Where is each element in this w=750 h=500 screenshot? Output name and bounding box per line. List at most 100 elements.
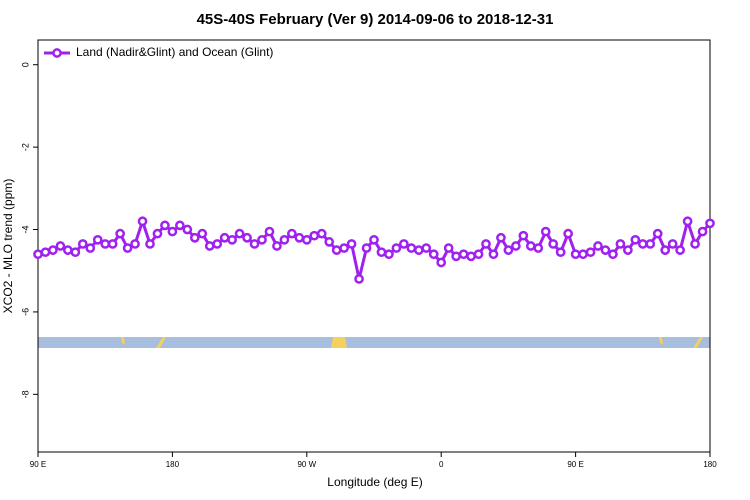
x-axis-label: Longitude (deg E) xyxy=(327,475,422,489)
point xyxy=(660,245,671,255)
point xyxy=(354,274,364,284)
point xyxy=(384,249,394,260)
point xyxy=(488,249,499,260)
point xyxy=(145,239,155,249)
point xyxy=(615,239,626,249)
point xyxy=(339,243,349,253)
legend-marker xyxy=(52,48,62,58)
point xyxy=(637,239,648,249)
point xyxy=(287,228,297,239)
land-patch xyxy=(121,337,125,345)
point xyxy=(585,247,596,258)
point xyxy=(391,243,402,253)
point xyxy=(63,245,73,255)
point xyxy=(413,245,424,255)
point xyxy=(436,257,447,268)
y-axis-label: XCO2 - MLO trend (ppm) xyxy=(1,179,15,314)
y-tick-label: -8 xyxy=(20,390,30,398)
point xyxy=(272,241,282,251)
point xyxy=(316,228,327,239)
point xyxy=(503,245,514,255)
point xyxy=(346,239,357,249)
legend-label: Land (Nadir&Glint) and Ocean (Glint) xyxy=(76,45,273,59)
point xyxy=(227,234,237,245)
point xyxy=(137,216,148,227)
point xyxy=(428,249,439,260)
point xyxy=(70,247,81,258)
x-tick-label: 180 xyxy=(703,460,717,469)
point xyxy=(257,234,267,245)
land-patch xyxy=(693,337,703,348)
point xyxy=(652,228,663,239)
point xyxy=(48,245,58,255)
point xyxy=(451,251,461,262)
y-tick-label: 0 xyxy=(20,62,30,67)
point xyxy=(212,239,223,249)
point xyxy=(33,249,43,260)
point xyxy=(645,239,656,249)
point xyxy=(667,239,678,249)
point xyxy=(600,245,611,255)
x-tick-label: 90 E xyxy=(30,460,46,469)
x-tick-label: 0 xyxy=(439,460,444,469)
point xyxy=(705,218,715,229)
point xyxy=(466,251,476,262)
plot-frame xyxy=(37,39,711,453)
point xyxy=(682,216,693,227)
point xyxy=(189,232,200,243)
point xyxy=(77,239,88,249)
chart-title: 45S-40S February (Ver 9) 2014-09-06 to 2… xyxy=(197,11,554,28)
point xyxy=(197,228,208,239)
point xyxy=(107,239,118,249)
point xyxy=(458,249,469,260)
x-tick-label: 90 E xyxy=(567,460,583,469)
y-tick-label: -4 xyxy=(20,226,30,234)
point xyxy=(473,249,484,260)
land-patch xyxy=(331,337,347,348)
point xyxy=(630,234,641,245)
point xyxy=(40,247,51,258)
point xyxy=(548,239,559,249)
point xyxy=(234,228,245,239)
point xyxy=(301,234,312,245)
point xyxy=(443,243,454,253)
point xyxy=(361,243,372,253)
point xyxy=(294,232,305,243)
point xyxy=(182,224,193,235)
point xyxy=(623,245,633,255)
point xyxy=(511,241,521,251)
point xyxy=(242,232,252,243)
point xyxy=(608,249,618,260)
land-ocean-strip xyxy=(38,337,710,348)
point xyxy=(204,241,215,251)
point xyxy=(533,243,544,253)
point xyxy=(264,226,275,237)
point xyxy=(115,228,125,239)
point xyxy=(540,226,551,237)
point xyxy=(309,230,320,241)
point xyxy=(219,232,230,243)
point xyxy=(122,243,133,253)
point xyxy=(481,239,491,249)
land-patch xyxy=(659,337,663,345)
point xyxy=(399,239,409,249)
x-tick-label: 90 W xyxy=(297,460,316,469)
point xyxy=(570,249,581,260)
point xyxy=(331,245,342,255)
point xyxy=(249,239,260,249)
point xyxy=(690,239,700,249)
point xyxy=(369,234,379,245)
point xyxy=(518,230,529,241)
point xyxy=(152,228,163,239)
point xyxy=(85,243,96,253)
point xyxy=(525,241,536,251)
point xyxy=(555,247,566,258)
point xyxy=(675,245,685,255)
x-tick-label: 180 xyxy=(166,460,180,469)
point xyxy=(130,239,140,249)
ocean-strip xyxy=(38,337,710,348)
point xyxy=(160,220,170,231)
point xyxy=(593,241,603,251)
